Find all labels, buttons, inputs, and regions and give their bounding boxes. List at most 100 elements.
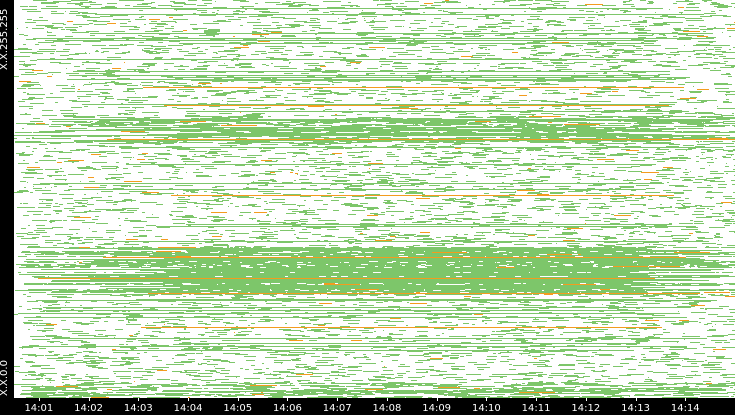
- activity-segment: [638, 247, 656, 248]
- activity-segment: [185, 371, 187, 372]
- activity-segment: [90, 292, 126, 293]
- activity-segment: [151, 28, 157, 29]
- activity-segment: [392, 145, 397, 146]
- activity-segment: [702, 154, 703, 155]
- activity-segment: [608, 378, 618, 379]
- activity-segment: [71, 107, 82, 108]
- activity-segment: [529, 57, 530, 58]
- activity-segment: [132, 246, 133, 247]
- activity-segment: [184, 337, 185, 338]
- activity-segment: [208, 227, 214, 228]
- activity-segment: [596, 137, 617, 138]
- activity-segment: [672, 284, 681, 285]
- activity-line: [147, 134, 672, 135]
- activity-segment: [653, 159, 669, 160]
- activity-segment: [138, 331, 140, 332]
- activity-segment: [584, 86, 586, 87]
- activity-segment: [568, 115, 585, 116]
- activity-segment: [718, 240, 719, 241]
- activity-segment: [66, 29, 76, 30]
- activity-segment: [662, 158, 678, 159]
- activity-segment: [327, 297, 328, 298]
- activity-segment: [129, 315, 143, 316]
- activity-segment: [489, 98, 502, 99]
- activity-segment: [384, 200, 391, 201]
- activity-segment: [437, 161, 454, 162]
- activity-segment: [521, 132, 539, 133]
- activity-segment: [426, 214, 432, 215]
- activity-segment: [420, 232, 430, 233]
- activity-segment: [496, 331, 510, 332]
- activity-segment: [81, 383, 94, 384]
- activity-segment: [722, 32, 723, 33]
- activity-segment: [718, 187, 726, 188]
- activity-segment: [456, 137, 459, 138]
- activity-segment: [264, 272, 290, 273]
- activity-segment: [63, 266, 91, 267]
- activity-segment: [236, 56, 240, 57]
- activity-segment: [372, 383, 402, 384]
- activity-segment: [672, 179, 679, 180]
- activity-segment: [212, 196, 222, 197]
- activity-segment: [434, 159, 442, 160]
- activity-segment: [317, 360, 334, 361]
- activity-segment: [423, 12, 425, 13]
- activity-segment: [427, 267, 455, 268]
- activity-segment: [420, 182, 428, 183]
- activity-segment: [285, 383, 287, 384]
- activity-segment: [86, 363, 100, 364]
- activity-segment: [411, 163, 413, 164]
- activity-segment: [300, 160, 317, 161]
- activity-segment: [564, 124, 600, 125]
- activity-segment: [604, 179, 618, 180]
- activity-segment: [471, 227, 473, 228]
- activity-segment: [490, 303, 499, 304]
- activity-segment: [512, 252, 524, 253]
- activity-segment: [248, 298, 254, 299]
- activity-segment: [164, 69, 168, 70]
- activity-segment: [29, 97, 35, 98]
- activity-segment: [588, 157, 606, 158]
- activity-segment: [604, 26, 620, 27]
- activity-segment: [47, 142, 74, 143]
- activity-segment: [509, 5, 526, 6]
- activity-segment: [58, 265, 65, 266]
- activity-segment: [376, 320, 390, 321]
- activity-segment: [520, 185, 533, 186]
- activity-segment: [665, 262, 670, 263]
- activity-segment: [719, 306, 729, 307]
- activity-segment: [147, 323, 148, 324]
- activity-segment: [671, 353, 678, 354]
- activity-segment: [112, 349, 116, 350]
- activity-segment: [546, 4, 554, 5]
- activity-segment: [356, 6, 360, 7]
- activity-segment: [631, 6, 635, 7]
- activity-segment: [177, 155, 187, 156]
- activity-segment: [500, 352, 512, 353]
- activity-segment: [355, 243, 362, 244]
- activity-segment: [211, 220, 223, 221]
- activity-segment: [148, 159, 154, 160]
- activity-segment: [559, 364, 575, 365]
- activity-segment: [184, 348, 200, 349]
- activity-segment: [326, 171, 340, 172]
- activity-segment: [106, 123, 124, 124]
- activity-segment: [324, 283, 335, 284]
- activity-segment: [696, 53, 712, 54]
- activity-segment: [361, 54, 366, 55]
- activity-segment: [489, 124, 493, 125]
- activity-segment: [79, 262, 82, 263]
- activity-segment: [522, 383, 525, 384]
- activity-segment: [287, 369, 295, 370]
- activity-segment: [350, 6, 353, 7]
- activity-segment: [476, 91, 479, 92]
- activity-segment: [326, 132, 336, 133]
- activity-segment: [174, 340, 181, 341]
- activity-segment: [60, 168, 62, 169]
- activity-segment: [175, 169, 180, 170]
- activity-segment: [265, 301, 267, 302]
- activity-segment: [180, 131, 202, 132]
- activity-segment: [199, 35, 215, 36]
- activity-segment: [692, 214, 704, 215]
- activity-segment: [152, 106, 167, 107]
